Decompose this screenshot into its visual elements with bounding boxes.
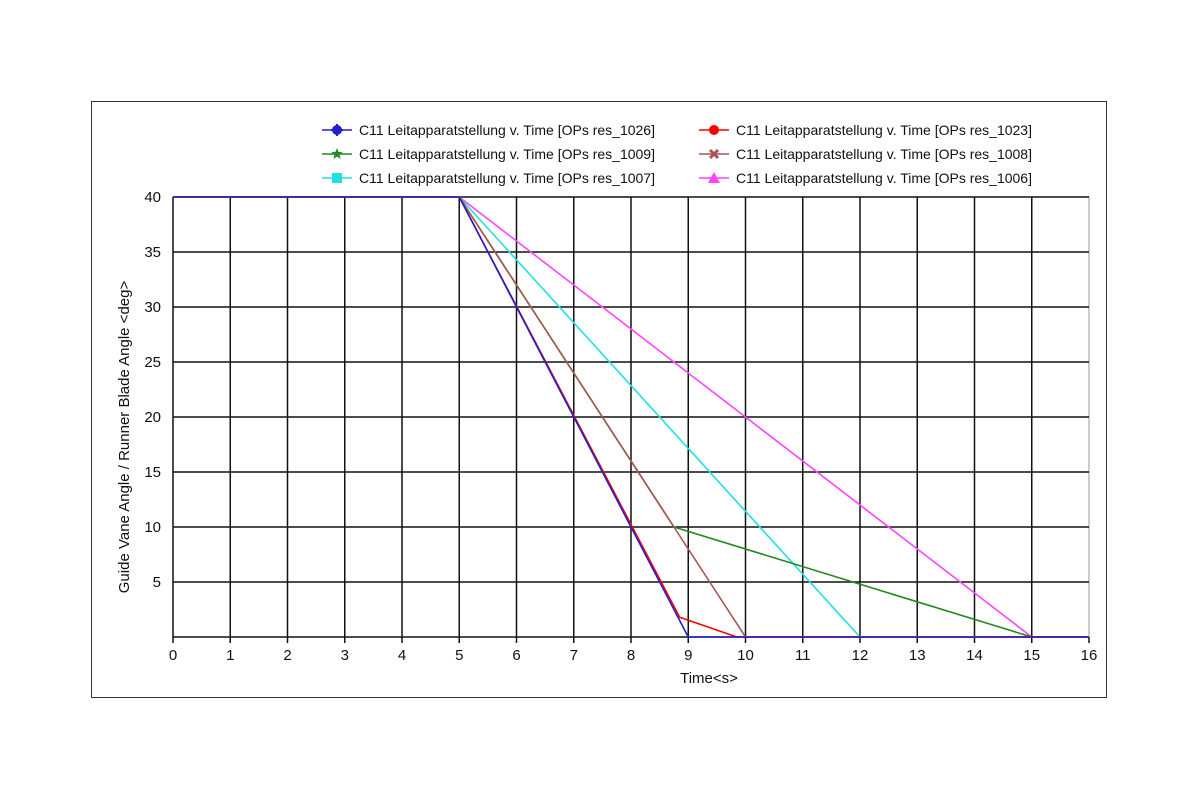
x-tick-label-12: 12: [852, 647, 869, 664]
x-tick-label-15: 15: [1023, 647, 1040, 664]
y-tick-label-5: 5: [153, 574, 161, 591]
line-chart: 0 1 2 3 4 5 6 7 8 9 10 11 12 13 14 15 16510152025303540T…: [116, 122, 1098, 687]
y-tick-label-15: 15: [144, 464, 161, 481]
x-tick-label-10: 10: [737, 647, 754, 664]
y-tick-label-30: 30: [144, 299, 161, 316]
x-tick-label-9: 9: [684, 647, 692, 664]
x-tick-label-11: 11: [795, 647, 811, 664]
legend-marker-3: [331, 148, 343, 159]
x-tick-label-13: 13: [909, 647, 926, 664]
legend-label-1: C11 Leitapparatstellung v. Time [OPs res…: [359, 122, 655, 138]
y-tick-label-35: 35: [144, 244, 161, 261]
x-tick-label-6: 6: [512, 647, 520, 664]
legend-label-5: C11 Leitapparatstellung v. Time [OPs res…: [359, 170, 655, 186]
y-tick-label-10: 10: [144, 519, 161, 536]
legend-label-3: C11 Leitapparatstellung v. Time [OPs res…: [359, 146, 655, 162]
x-tick-label-1: 1: [226, 647, 234, 664]
y-axis-label: Guide Vane Angle / Runner Blade Angle <d…: [116, 281, 133, 594]
x-tick-label-2: 2: [283, 647, 291, 664]
legend-label-6: C11 Leitapparatstellung v. Time [OPs res…: [736, 170, 1032, 186]
x-tick-label-0: 0: [169, 647, 177, 664]
legend-marker-4-b: [708, 148, 720, 160]
x-tick-label-4: 4: [398, 647, 406, 664]
y-tick-label-25: 25: [144, 354, 161, 371]
legend-label-4: C11 Leitapparatstellung v. Time [OPs res…: [736, 146, 1032, 162]
legend-marker-2: [709, 125, 719, 135]
legend-marker-6: [708, 172, 720, 183]
legend-marker-5: [332, 173, 342, 183]
chart-frame: 0 1 2 3 4 5 6 7 8 9 10 11 12 13 14 15 16 5 10 15 20 25 30 35 40 T…: [91, 101, 1107, 698]
y-tick-label-20: 20: [144, 409, 161, 426]
x-tick-label-14: 14: [966, 647, 983, 664]
x-tick-label-3: 3: [341, 647, 349, 664]
x-axis-label: Time<s>: [680, 670, 738, 687]
y-tick-label-40: 40: [144, 189, 161, 206]
legend-label-2: C11 Leitapparatstellung v. Time [OPs res…: [736, 122, 1032, 138]
series-line-1: [173, 196, 1089, 638]
x-tick-label-16: 16: [1081, 647, 1098, 664]
x-tick-label-7: 7: [570, 647, 578, 664]
x-tick-label-5: 5: [455, 647, 463, 664]
x-tick-label-8: 8: [627, 647, 635, 664]
